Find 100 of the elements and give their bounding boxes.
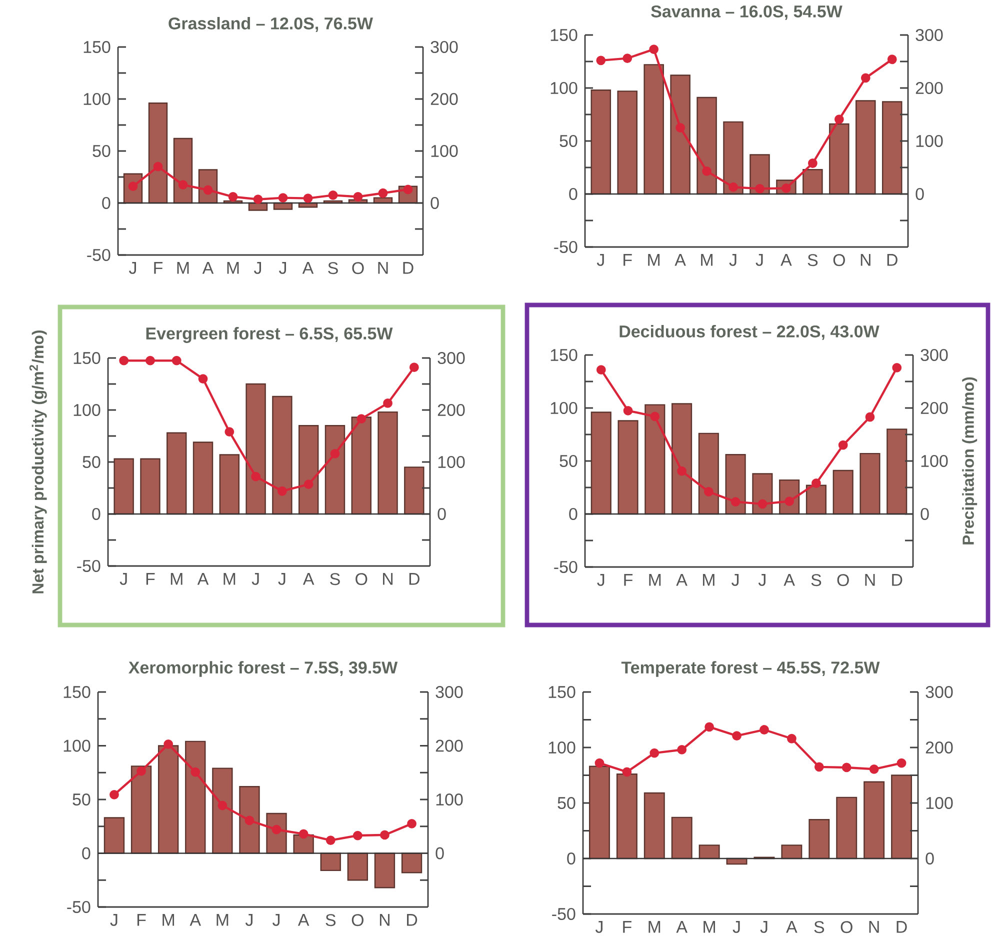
x-tick-label: A [780, 254, 792, 266]
x-tick-label: F [154, 262, 162, 274]
x-tick-label: S [330, 573, 340, 586]
bar [891, 774, 912, 860]
bar [671, 816, 692, 860]
x-tick-label: J [129, 262, 136, 274]
bar [617, 90, 638, 195]
point [356, 414, 366, 424]
point [842, 762, 852, 772]
y-tick-label: 50 [92, 144, 110, 158]
y-tick-label: 150 [550, 28, 578, 42]
bar [725, 454, 746, 515]
y2-tick-label: 300 [430, 40, 458, 54]
y2-tick-label: 0 [430, 196, 439, 210]
y2-tick-label: 0 [438, 508, 446, 520]
y-tick-label: -50 [87, 248, 110, 262]
x-tick-label: A [302, 262, 314, 274]
bar [590, 412, 612, 515]
chart-title: Deciduous forest – 22.0S, 43.0W [620, 324, 880, 340]
y-tick-label: 0 [82, 847, 90, 860]
point [596, 365, 606, 375]
y-tick-label: 150 [550, 348, 578, 362]
point [649, 44, 659, 54]
y-tick-label: 0 [102, 196, 110, 210]
bar [246, 383, 266, 515]
point [758, 499, 768, 509]
point [304, 480, 314, 490]
bar [698, 432, 719, 515]
x-tick-label: J [732, 921, 740, 933]
bar [670, 74, 690, 195]
bar [590, 90, 612, 195]
x-tick-label: A [674, 254, 686, 266]
x-tick-label: S [328, 262, 338, 274]
bar [829, 123, 850, 195]
y-tick-label: 150 [74, 352, 100, 364]
point [786, 734, 796, 744]
x-tick-label: M [162, 914, 174, 926]
y2-tick-label: 300 [916, 28, 943, 42]
point [218, 800, 228, 810]
chart-title: Evergreen forest – 6.5S, 65.5W [146, 327, 393, 343]
y-tick-label: -50 [554, 240, 578, 254]
bar [148, 102, 168, 204]
x-tick-label: S [811, 574, 822, 586]
y2-tick-label: 0 [926, 852, 934, 865]
point [730, 497, 740, 507]
point [328, 190, 338, 200]
point [887, 54, 897, 64]
point [224, 427, 234, 437]
y2-tick-label: 200 [926, 741, 953, 754]
bar [219, 454, 240, 515]
point [676, 123, 686, 132]
point [136, 766, 146, 776]
point [409, 362, 419, 372]
y2-tick-label: 100 [926, 796, 953, 810]
x-tick-label: F [137, 914, 146, 926]
x-tick-label: F [146, 573, 155, 585]
point [728, 182, 738, 192]
x-tick-label: D [407, 914, 418, 926]
bar [832, 470, 854, 515]
y2-tick-label: 200 [436, 740, 463, 752]
x-tick-label: O [840, 921, 852, 934]
point [834, 114, 844, 124]
point [178, 180, 188, 190]
point [330, 448, 340, 458]
point [892, 363, 902, 372]
bar [212, 768, 233, 854]
x-tick-label: S [326, 914, 336, 926]
point [298, 829, 308, 839]
x-tick-label: J [252, 573, 259, 585]
x-tick-label: J [597, 574, 604, 586]
x-tick-label: F [624, 254, 632, 266]
y-tick-label: -50 [554, 560, 578, 574]
x-tick-label: A [302, 573, 314, 585]
bar [672, 403, 692, 515]
point [755, 184, 764, 194]
y2-tick-label: 100 [916, 134, 943, 148]
point [622, 767, 632, 777]
point [808, 158, 818, 168]
bar [644, 404, 666, 515]
y-tick-label: 50 [558, 796, 576, 810]
bar [374, 852, 396, 888]
point [378, 188, 388, 198]
x-tick-label: J [278, 573, 286, 585]
bar [173, 138, 193, 204]
bar [401, 852, 422, 874]
point [704, 722, 714, 732]
y-axis-title: Net primary productivity (g/m$^{2}$/mo) [29, 330, 47, 594]
x-tick-label: N [860, 254, 870, 266]
point [172, 356, 182, 366]
bar [802, 169, 823, 195]
point [272, 824, 282, 834]
bar [404, 466, 424, 515]
bar [860, 452, 880, 515]
y-tick-label: 50 [72, 793, 90, 806]
point [253, 194, 263, 204]
bar [192, 442, 214, 515]
point [677, 466, 686, 476]
x-tick-label: O [352, 914, 364, 926]
point [623, 406, 633, 416]
y2-tick-label: 0 [920, 508, 929, 520]
